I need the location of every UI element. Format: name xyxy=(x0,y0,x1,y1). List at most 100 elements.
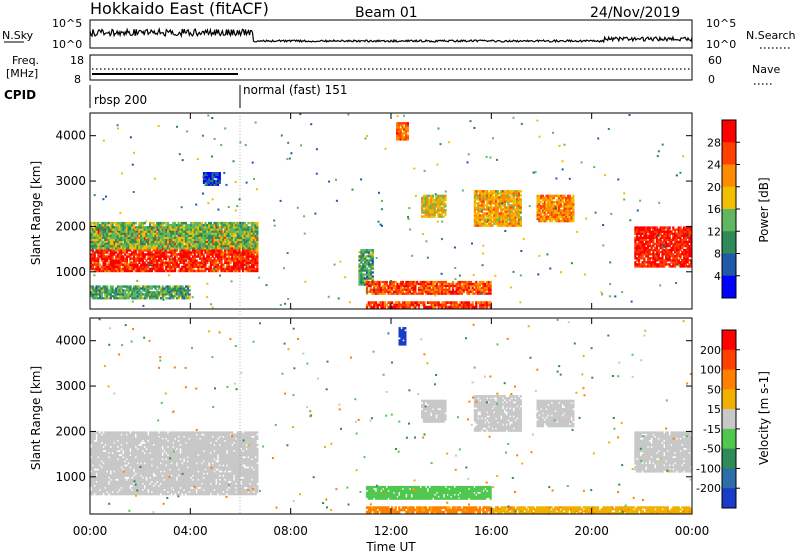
data-cell xyxy=(150,251,153,254)
data-cell xyxy=(391,305,394,309)
data-cell xyxy=(91,232,94,235)
data-cell xyxy=(439,215,442,218)
data-cell xyxy=(240,230,243,233)
data-cell xyxy=(102,247,105,250)
data-cell xyxy=(369,282,372,286)
data-cell xyxy=(367,249,371,252)
data-cell xyxy=(500,192,503,195)
data-cell xyxy=(170,255,173,258)
data-cell xyxy=(236,263,239,266)
data-cell xyxy=(369,273,372,276)
data-cell xyxy=(403,136,406,139)
data-cell xyxy=(233,242,236,246)
data-cell xyxy=(565,211,568,214)
data-cell xyxy=(500,208,503,211)
data-cell xyxy=(211,232,214,235)
data-cell xyxy=(97,253,100,256)
data-cell xyxy=(138,240,141,244)
data-cell xyxy=(220,249,223,252)
data-cell xyxy=(136,263,139,266)
data-cell xyxy=(545,196,548,200)
data-cell xyxy=(460,303,464,307)
data-cell xyxy=(491,196,494,199)
data-cell xyxy=(150,236,153,239)
data-cell xyxy=(133,289,136,292)
data-cell xyxy=(184,221,187,225)
data-cell xyxy=(215,230,218,233)
data-cell xyxy=(559,196,562,200)
data-cell xyxy=(464,305,467,309)
data-cell xyxy=(184,259,187,262)
data-cell xyxy=(451,290,455,293)
data-cell xyxy=(358,263,361,266)
data-cell xyxy=(122,255,125,258)
data-cell xyxy=(489,301,492,304)
data-cell xyxy=(484,284,487,288)
data-cell xyxy=(549,211,552,214)
data-cell xyxy=(127,221,130,225)
data-cell xyxy=(541,203,545,206)
data-cell xyxy=(484,303,487,307)
data-cell xyxy=(157,232,161,235)
data-cell xyxy=(204,221,207,225)
data-cell xyxy=(168,228,171,231)
data-cell xyxy=(426,280,429,284)
data-cell xyxy=(401,282,404,286)
data-cell xyxy=(437,301,440,304)
data-cell xyxy=(161,228,164,231)
data-cell xyxy=(227,230,230,233)
data-cell xyxy=(218,221,221,225)
data-cell xyxy=(141,244,144,248)
data-cell xyxy=(175,226,178,229)
data-cell xyxy=(431,198,434,202)
data-cell xyxy=(478,280,481,284)
data-cell xyxy=(209,253,212,256)
data-cell xyxy=(364,259,367,262)
data-cell xyxy=(111,291,114,294)
data-cell xyxy=(486,194,489,197)
data-cell xyxy=(174,287,177,290)
data-cell xyxy=(367,253,371,256)
data-cell xyxy=(125,244,128,248)
data-cell xyxy=(250,230,254,234)
data-cell xyxy=(407,288,410,291)
data-cell xyxy=(500,190,503,193)
data-cell xyxy=(129,249,132,252)
data-cell xyxy=(118,257,121,260)
data-cell xyxy=(502,222,505,225)
data-cell xyxy=(158,291,161,294)
data-cell xyxy=(113,263,116,266)
data-cell xyxy=(558,203,561,206)
data-cell xyxy=(150,255,153,258)
data-cell xyxy=(225,221,229,225)
data-cell xyxy=(124,291,127,294)
data-cell xyxy=(211,242,214,246)
data-cell xyxy=(225,253,229,256)
data-cell xyxy=(389,280,392,284)
data-cell xyxy=(397,130,400,133)
data-cell xyxy=(457,284,460,288)
data-cell xyxy=(193,257,196,260)
data-cell xyxy=(448,284,451,288)
data-cell xyxy=(371,279,374,282)
data-cell xyxy=(193,263,196,266)
data-cell xyxy=(365,280,369,284)
data-cell xyxy=(224,226,227,229)
data-cell xyxy=(362,275,365,278)
data-cell xyxy=(136,244,139,248)
data-cell xyxy=(133,287,136,290)
data-cell xyxy=(570,203,573,206)
data-cell xyxy=(170,238,173,242)
data-cell xyxy=(547,200,550,204)
data-cell xyxy=(254,267,257,271)
data-cell xyxy=(371,263,374,266)
data-cell xyxy=(637,236,641,239)
data-cell xyxy=(249,244,252,248)
data-cell xyxy=(106,287,109,290)
data-cell xyxy=(552,215,555,219)
data-cell xyxy=(512,190,515,193)
data-cell xyxy=(168,238,171,242)
data-cell xyxy=(489,200,492,203)
data-cell xyxy=(460,290,464,293)
data-cell xyxy=(469,284,472,288)
